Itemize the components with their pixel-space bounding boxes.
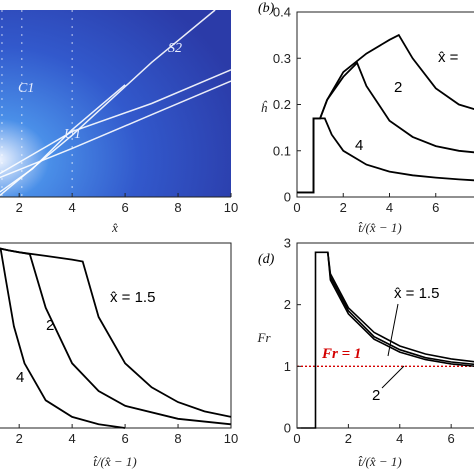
panel-d-ytick-label: 0 bbox=[284, 421, 291, 436]
panel-d-series-2 bbox=[327, 252, 474, 367]
heatmap-line bbox=[0, 84, 126, 193]
panel-d-xtick-label: 4 bbox=[396, 431, 403, 446]
panel-d-tag: (d) bbox=[258, 252, 275, 267]
panel-a-xtick-label: 10 bbox=[224, 200, 238, 215]
panel-a-xtick-label: 8 bbox=[174, 200, 181, 215]
panel-b-ytick-label: 0.2 bbox=[273, 97, 291, 112]
panel-d-label-pointer-0 bbox=[387, 303, 399, 357]
annotation-c1: C1 bbox=[18, 81, 34, 96]
panel-d-label-pointer-1 bbox=[381, 365, 405, 389]
panel-d-xtick-label: 6 bbox=[448, 431, 455, 446]
panel-d-curve-label-1: 2 bbox=[372, 387, 380, 404]
panel-b-ytick-label: 0.4 bbox=[273, 5, 291, 20]
panel-b-tag: (b) bbox=[258, 1, 275, 16]
panel-c-xtick-label: 6 bbox=[121, 431, 128, 446]
panel-b-series-2 bbox=[297, 117, 474, 194]
panel-d-ytick-label: 3 bbox=[284, 236, 291, 251]
panel-b-ytick-label: 0.3 bbox=[273, 51, 291, 66]
panel-a: C1 U1 S2 2 4 6 8 10 x̂ bbox=[0, 9, 238, 235]
panel-c-series-2 bbox=[0, 247, 126, 429]
panel-c: 2 4 6 8 10 t̂/(x̂ − 1) x̂ = 1.5 2 4 bbox=[0, 242, 238, 469]
heatmap-line bbox=[0, 80, 232, 179]
panel-b-frame bbox=[296, 11, 474, 198]
panel-b-xtick-label: 4 bbox=[386, 200, 393, 215]
panel-c-curve-label-2: 4 bbox=[16, 369, 24, 386]
panel-c-xtick-label: 4 bbox=[69, 431, 76, 446]
panel-d-curve-label-0: x̂ = 1.5 bbox=[394, 285, 439, 302]
panel-b-curve-label-1: 2 bbox=[394, 79, 402, 96]
panel-c-xtick-label: 2 bbox=[16, 431, 23, 446]
panel-d-xtick-label: 2 bbox=[345, 431, 352, 446]
panel-a-xtick-label: 6 bbox=[121, 200, 128, 215]
panel-c-series-0 bbox=[0, 247, 232, 418]
heatmap-field bbox=[0, 10, 231, 197]
panel-b-ytick-label: 0 bbox=[284, 190, 291, 205]
panel-b-xtick-label: 6 bbox=[432, 200, 439, 215]
annotation-s2: S2 bbox=[168, 41, 182, 56]
panel-b: 0 2 4 6 0 0.1 0.2 0.3 0.4(b) ĥ t̂/(x̂ − 1) x̂ = 2 4 bbox=[258, 1, 474, 235]
panel-a-xlabel: x̂ bbox=[111, 220, 118, 235]
panel-d-xlabel: t̂/(x̂ − 1) bbox=[358, 454, 401, 469]
panel-b-ylabel: ĥ bbox=[261, 100, 268, 115]
reference-line-label: Fr = 1 bbox=[321, 346, 361, 362]
panel-b-xtick-label: 2 bbox=[340, 200, 347, 215]
panel-d-ytick-label: 2 bbox=[284, 297, 291, 312]
panel-c-curve-label-0: x̂ = 1.5 bbox=[110, 289, 155, 306]
panel-a-xtick-label: 2 bbox=[16, 200, 23, 215]
panel-c-xlabel: t̂/(x̂ − 1) bbox=[93, 454, 136, 469]
panel-c-series-1 bbox=[0, 247, 232, 426]
panel-d-series-0 bbox=[297, 251, 474, 429]
panel-b-xtick-label: 0 bbox=[293, 200, 300, 215]
panel-b-series-1 bbox=[297, 61, 474, 194]
panel-b-xlabel: t̂/(x̂ − 1) bbox=[358, 220, 401, 235]
panel-c-xtick-label: 8 bbox=[174, 431, 181, 446]
panel-d-frame bbox=[296, 242, 474, 429]
panel-b-curve-label-2: 4 bbox=[355, 137, 363, 154]
panel-b-curve-label-0: x̂ = bbox=[438, 49, 459, 66]
panel-d: 0 2 4 6 0 1 2 3 (d) Fr t̂/(x̂ − 1) Fr = 1 x̂ = 1.5 2 bbox=[257, 236, 474, 469]
panel-a-xtick-label: 4 bbox=[69, 200, 76, 215]
panel-b-ytick-label: 0.1 bbox=[273, 143, 291, 158]
heatmap-line bbox=[0, 69, 232, 175]
panel-d-ytick-label: 1 bbox=[284, 359, 291, 374]
panel-d-ylabel: Fr bbox=[257, 330, 272, 345]
panel-d-series-1 bbox=[327, 252, 474, 366]
panel-c-curve-label-1: 2 bbox=[46, 317, 54, 334]
panel-d-xtick-label: 0 bbox=[293, 431, 300, 446]
annotation-u1: U1 bbox=[64, 127, 81, 142]
panel-c-xtick-label: 10 bbox=[224, 431, 238, 446]
panel-c-frame bbox=[0, 242, 232, 429]
